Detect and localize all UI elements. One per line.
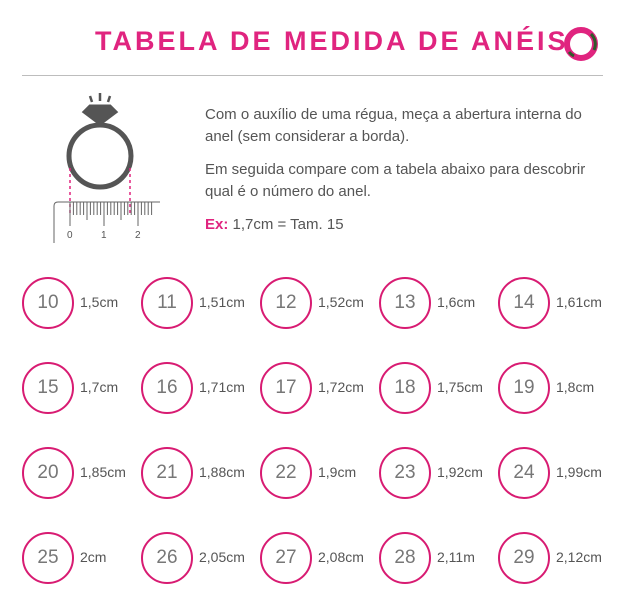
size-diameter: 2,08cm xyxy=(318,549,364,565)
size-diameter: 1,85cm xyxy=(80,464,126,480)
size-item: 13 1,6cm xyxy=(379,277,494,331)
size-item: 11 1,51cm xyxy=(141,277,256,331)
size-diameter: 1,88cm xyxy=(199,464,245,480)
size-diameter: 1,52cm xyxy=(318,294,364,310)
ruler-tick-label: 0 xyxy=(67,230,73,241)
size-number-circle: 22 xyxy=(260,447,312,499)
size-item: 19 1,8cm xyxy=(498,362,613,416)
size-number-circle: 25 xyxy=(22,532,74,584)
size-item: 29 2,12cm xyxy=(498,532,613,586)
instruction-text: Com o auxílio de uma régua, meça a abert… xyxy=(205,106,582,145)
size-diameter: 1,51cm xyxy=(199,294,245,310)
size-item: 26 2,05cm xyxy=(141,532,256,586)
size-item: 24 1,99cm xyxy=(498,447,613,501)
size-diameter: 1,61cm xyxy=(556,294,602,310)
page-title: TABELA DE MEDIDA DE ANÉIS xyxy=(95,26,569,56)
instruction-text: Em seguida compare com a tabela abaixo p… xyxy=(205,161,586,200)
size-number-circle: 23 xyxy=(379,447,431,499)
size-number-circle: 14 xyxy=(498,277,550,329)
size-item: 23 1,92cm xyxy=(379,447,494,501)
size-number-circle: 20 xyxy=(22,447,74,499)
size-item: 25 2cm xyxy=(22,532,137,586)
size-number-circle: 27 xyxy=(260,532,312,584)
size-diameter: 1,5cm xyxy=(80,294,119,310)
size-item: 20 1,85cm xyxy=(22,447,137,501)
size-number-circle: 15 xyxy=(22,362,74,414)
size-number-circle: 19 xyxy=(498,362,550,414)
size-diameter: 1,75cm xyxy=(437,379,483,395)
size-diameter: 1,6cm xyxy=(437,294,476,310)
size-number-circle: 11 xyxy=(141,277,193,329)
size-number-circle: 16 xyxy=(141,362,193,414)
size-number-circle: 13 xyxy=(379,277,431,329)
instructions: Com o auxílio de uma régua, meça a abert… xyxy=(205,104,605,247)
example-label: Ex: xyxy=(205,216,229,233)
size-diameter: 1,71cm xyxy=(199,379,245,395)
size-diameter: 1,7cm xyxy=(80,379,119,395)
size-item: 10 1,5cm xyxy=(22,277,137,331)
size-item: 27 2,08cm xyxy=(260,532,375,586)
size-diameter: 1,9cm xyxy=(318,464,357,480)
ring-logo-icon xyxy=(564,27,598,61)
size-number-circle: 26 xyxy=(141,532,193,584)
size-diameter: 2cm xyxy=(80,549,107,565)
size-item: 17 1,72cm xyxy=(260,362,375,416)
divider xyxy=(22,75,603,76)
size-item: 22 1,9cm xyxy=(260,447,375,501)
size-number-circle: 29 xyxy=(498,532,550,584)
size-item: 18 1,75cm xyxy=(379,362,494,416)
size-number-circle: 10 xyxy=(22,277,74,329)
size-number-circle: 17 xyxy=(260,362,312,414)
size-diameter: 1,99cm xyxy=(556,464,602,480)
example-text: Ex: 1,7cm = Tam. 15 xyxy=(205,214,605,236)
size-number-circle: 18 xyxy=(379,362,431,414)
size-number-circle: 24 xyxy=(498,447,550,499)
size-diameter: 1,8cm xyxy=(556,379,595,395)
size-diameter: 2,12cm xyxy=(556,549,602,565)
ring-measure-illustration: 0 1 2 xyxy=(53,93,160,243)
size-item: 16 1,71cm xyxy=(141,362,256,416)
size-item: 14 1,61cm xyxy=(498,277,613,331)
size-diameter: 2,11m xyxy=(437,549,475,565)
size-diameter: 1,92cm xyxy=(437,464,483,480)
example-value: 1,7cm = Tam. 15 xyxy=(228,216,344,233)
size-item: 12 1,52cm xyxy=(260,277,375,331)
ruler-tick-label: 1 xyxy=(101,230,107,241)
size-number-circle: 28 xyxy=(379,532,431,584)
size-number-circle: 12 xyxy=(260,277,312,329)
size-item: 28 2,11m xyxy=(379,532,494,586)
ruler-tick-label: 2 xyxy=(135,230,141,241)
size-diameter: 2,05cm xyxy=(199,549,245,565)
size-item: 21 1,88cm xyxy=(141,447,256,501)
size-number-circle: 21 xyxy=(141,447,193,499)
size-diameter: 1,72cm xyxy=(318,379,364,395)
size-item: 15 1,7cm xyxy=(22,362,137,416)
